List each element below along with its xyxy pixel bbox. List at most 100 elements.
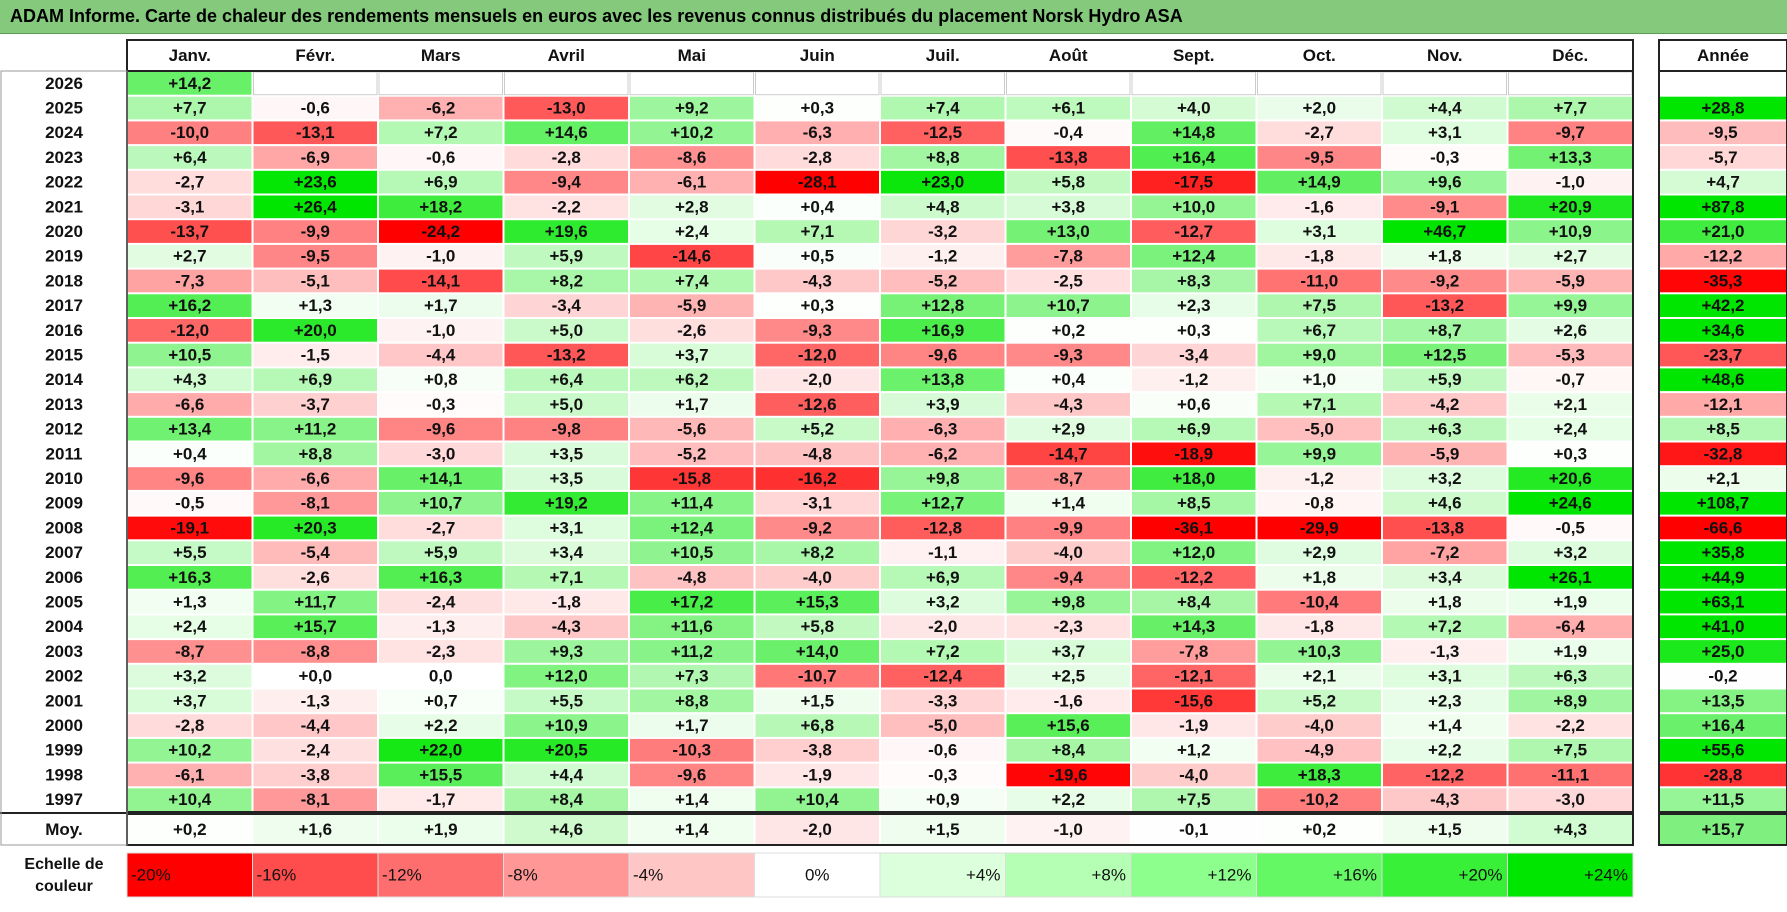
heatmap-cell	[1257, 269, 1381, 293]
heatmap-cell	[1257, 417, 1381, 441]
cell-value: -0,7	[1556, 370, 1585, 389]
heatmap-cell	[755, 195, 879, 219]
cell-value: -3,2	[928, 222, 957, 241]
heatmap-cell	[630, 393, 754, 416]
cell-value: +14,9	[1298, 173, 1341, 192]
average-row-label: Moy.	[45, 820, 82, 839]
cell-value: -6,6	[301, 469, 330, 488]
heatmap-cell	[755, 640, 879, 663]
heatmap-cell	[379, 146, 503, 169]
cell-value: -3,4	[1179, 346, 1209, 365]
heatmap-cell	[504, 788, 628, 811]
heatmap-cell	[1383, 269, 1507, 293]
heatmap-cell	[1006, 738, 1130, 762]
cell-value: -5,2	[677, 444, 706, 463]
title-bar: ADAM Informe. Carte de chaleur des rende…	[0, 0, 1787, 34]
heatmap-cell	[1006, 541, 1130, 564]
heatmap-cell	[1257, 319, 1381, 342]
cell-value: +8,8	[926, 148, 960, 167]
cell-value: -4,0	[1179, 765, 1208, 784]
cell-value: -2,8	[803, 148, 832, 167]
heatmap-cell	[630, 788, 754, 811]
average-value: +1,6	[298, 820, 332, 839]
heatmap-cell	[1006, 294, 1130, 317]
cell-value: +2,4	[1553, 420, 1587, 439]
year-total-value: +25,0	[1701, 642, 1744, 661]
year-row-label: 2026	[45, 74, 83, 93]
year-total-cell	[1660, 689, 1786, 713]
heatmap-cell	[1006, 467, 1130, 490]
cell-value: +16,9	[921, 321, 964, 340]
cell-value: -1,6	[1305, 197, 1334, 216]
heatmap-cell	[1257, 590, 1381, 614]
cell-value: -8,1	[301, 790, 330, 809]
heatmap-cell	[755, 689, 879, 713]
scale-swatch	[1507, 852, 1634, 898]
heatmap-cell	[1383, 516, 1507, 540]
cell-value: -9,5	[301, 247, 330, 266]
cell-value: -12,8	[923, 518, 962, 537]
heatmap-cell	[1132, 491, 1256, 515]
heatmap-cell	[128, 491, 252, 515]
heatmap-cell	[1257, 146, 1381, 169]
heatmap-cell	[1383, 664, 1507, 688]
heatmap-cell	[128, 516, 252, 540]
heatmap-cell	[504, 195, 628, 219]
heatmap-cell	[253, 788, 377, 811]
cell-value: -4,3	[1430, 790, 1459, 809]
heatmap-cell	[1508, 590, 1632, 614]
heatmap-cell	[1383, 368, 1507, 392]
scale-swatch	[754, 852, 881, 898]
cell-value: +7,5	[1177, 790, 1211, 809]
cell-value: -2,4	[426, 593, 456, 612]
year-row-label: 2006	[45, 568, 83, 587]
year-total-value: +28,8	[1701, 99, 1744, 118]
cell-value: +2,9	[1302, 543, 1336, 562]
cell-value: +1,8	[1428, 593, 1462, 612]
cell-value: +10,9	[545, 716, 588, 735]
average-total-value: +15,7	[1701, 820, 1744, 839]
cell-value: +1,7	[675, 395, 709, 414]
heatmap-cell	[1132, 393, 1256, 416]
cell-value: +7,2	[1428, 617, 1462, 636]
cell-value: -2,2	[552, 197, 581, 216]
heatmap-cell	[253, 269, 377, 293]
cell-value: -1,5	[301, 346, 330, 365]
cell-value: -9,5	[1305, 148, 1334, 167]
cell-value: -2,6	[677, 321, 706, 340]
cell-value: +2,2	[424, 716, 458, 735]
cell-value: +0,7	[424, 691, 458, 710]
year-total-value: +35,8	[1701, 543, 1744, 562]
heatmap-cell	[1257, 71, 1382, 96]
heatmap-cell	[504, 738, 628, 762]
year-total-cell	[1660, 640, 1786, 663]
cell-value: +4,3	[173, 370, 207, 389]
cell-value: -6,3	[803, 123, 832, 142]
cell-value: -13,2	[1425, 296, 1464, 315]
cell-value: +8,4	[1051, 741, 1085, 760]
heatmap-cell	[1006, 269, 1130, 293]
year-total-cell	[1660, 170, 1786, 194]
year-total-cell	[1660, 146, 1786, 169]
cell-value: -9,6	[928, 346, 957, 365]
cell-value: -1,0	[1556, 173, 1585, 192]
cell-value: -19,1	[170, 518, 209, 537]
heatmap-cell	[379, 566, 503, 589]
heatmap-cell	[630, 640, 754, 663]
year-total-cell	[1660, 220, 1786, 243]
cell-value: +8,4	[549, 790, 583, 809]
scale-swatch	[126, 852, 253, 898]
cell-value: -12,2	[1425, 765, 1464, 784]
cell-value: -3,8	[803, 741, 832, 760]
cell-value: -1,8	[552, 593, 581, 612]
cell-value: +5,5	[173, 543, 207, 562]
year-total-cell	[1660, 615, 1786, 639]
cell-value: +5,9	[549, 247, 583, 266]
scale-swatch	[377, 852, 504, 898]
heatmap-cell	[504, 417, 628, 441]
cell-value: +14,3	[1172, 617, 1215, 636]
heatmap-cell	[630, 244, 754, 268]
year-total-value: +44,9	[1701, 568, 1744, 587]
cell-value: +7,1	[1302, 395, 1336, 414]
cell-value: +2,4	[675, 222, 709, 241]
